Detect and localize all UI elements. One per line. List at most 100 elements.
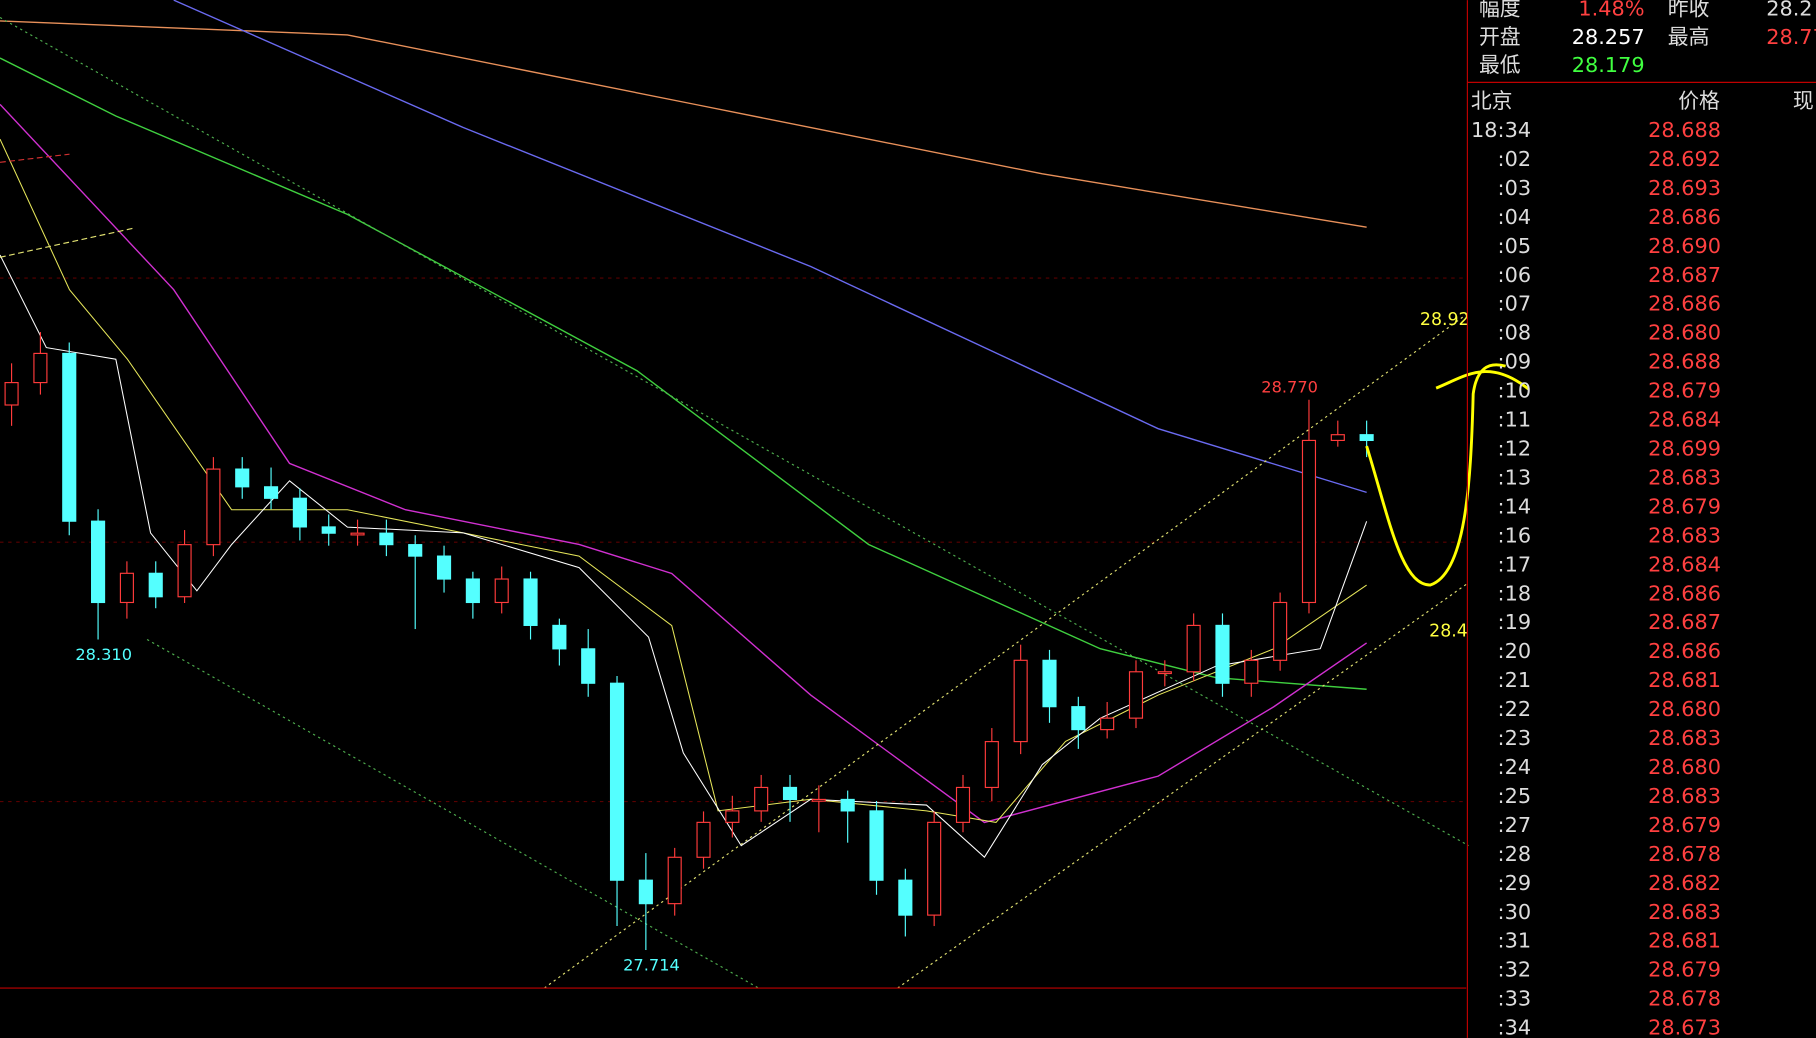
candle-body [869,810,884,881]
candle-body [379,532,394,546]
candle-body [62,352,77,522]
tick-time: :21 [1498,668,1532,692]
tick-price: 28.683 [1648,900,1721,924]
candle-body [1157,671,1172,675]
tick-price: 28.684 [1648,408,1721,432]
tick-time: :34 [1498,1016,1532,1038]
candle-body [667,856,682,905]
candle-body [263,486,279,499]
candle-body [696,821,711,858]
tick-price: 28.680 [1648,755,1721,779]
hand-drawn-mark [1365,363,1530,587]
candle-body [1071,706,1086,731]
candles [4,332,1374,951]
candle-body [119,572,134,604]
tick-time: :07 [1498,292,1532,316]
tick-time: :09 [1498,350,1532,374]
candle-body [350,532,365,536]
candle-body [1301,439,1317,604]
tick-price: 28.678 [1648,987,1721,1011]
tick-price: 28.679 [1648,813,1721,837]
candle-body [1359,434,1374,442]
candle-body [4,382,19,406]
quote-value: 28.257 [1572,25,1645,49]
tick-price: 28.680 [1648,697,1721,721]
tick-time: :31 [1498,929,1532,953]
quote-value: 28.77 [1766,25,1816,49]
ma-line [0,103,1368,824]
tick-price: 28.679 [1648,379,1721,403]
tick-price: 28.687 [1648,263,1721,287]
tick-time: :27 [1498,813,1532,837]
price-annotation: 28.4 [1429,621,1468,641]
tick-price: 28.681 [1648,668,1721,692]
candle-body [1013,659,1028,743]
ma-line [0,20,1367,228]
tick-price: 28.680 [1648,321,1721,345]
ma-line [0,254,1368,858]
tick-time: :14 [1498,494,1532,518]
candle-body [955,786,971,823]
candle-body [840,798,855,812]
tick-price: 28.687 [1648,610,1721,634]
tick-price: 28.699 [1648,437,1721,461]
candle-body [91,520,106,604]
tick-price: 28.678 [1648,842,1721,866]
tick-time: 18:34 [1471,118,1531,142]
candle-body [1186,624,1201,673]
candle-body [927,821,942,916]
candle-body [177,544,192,598]
candle-body [292,497,307,528]
candle-body [523,578,538,626]
candle-body [1100,717,1115,731]
tick-price: 28.686 [1648,639,1721,663]
quote-panel: 幅度 1.48% 昨收 28.2 开盘 28.257 最高 28.77 最低 28.179 [1479,0,1816,77]
candle-body [552,624,567,650]
tick-time: :25 [1498,784,1532,808]
candle-body [754,786,769,812]
tick-price: 28.686 [1648,581,1721,605]
tick-price: 28.686 [1648,292,1721,316]
price-annotation: 28.310 [75,645,132,664]
trend-line [146,638,759,989]
tick-price: 28.688 [1648,350,1721,374]
candle-body [235,468,250,488]
candle-body [1330,434,1345,442]
tick-price: 28.692 [1648,147,1721,171]
trend-line [0,153,70,163]
candle-body [494,578,509,604]
price-annotation: 27.714 [623,956,680,975]
candle-body [408,544,423,557]
candle-body [206,468,221,546]
candle-body [1215,624,1230,684]
candle-body [811,798,826,802]
trend-lines [0,17,1469,989]
tick-price: 28.681 [1648,929,1721,953]
candle-body [148,572,163,598]
tick-time: :28 [1498,842,1532,866]
tick-time: :03 [1498,176,1532,200]
quote-label: 开盘 [1479,25,1521,49]
list-header: 现 [1793,89,1814,113]
list-header: 价格 [1678,89,1720,113]
tick-time: :32 [1498,958,1532,982]
candle-body [984,741,999,789]
candle-body [321,526,336,534]
candle-body [581,648,596,684]
tick-price: 28.684 [1648,552,1721,576]
tick-time: :16 [1498,523,1532,547]
tick-price: 28.690 [1648,234,1721,258]
tick-time: :17 [1498,552,1532,576]
tick-price: 28.673 [1648,1016,1721,1038]
quote-label: 幅度 [1479,0,1521,20]
candle-body [1042,659,1057,708]
tick-time: :30 [1498,900,1532,924]
candle-body [609,682,625,881]
tick-time: :24 [1498,755,1532,779]
tick-time: :33 [1498,987,1532,1011]
tick-time: :18 [1498,581,1532,605]
ma-line [173,0,1367,494]
